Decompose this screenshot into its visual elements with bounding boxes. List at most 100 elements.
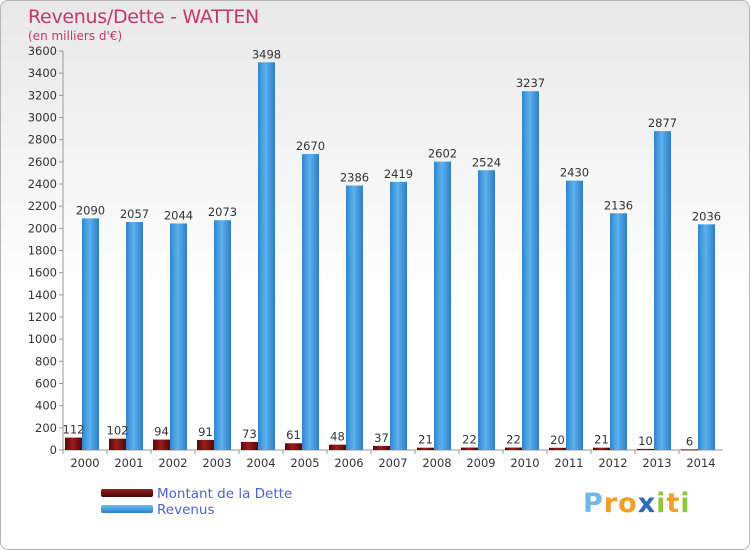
- logo-letter: o: [618, 488, 638, 519]
- logo-letter: x: [637, 488, 657, 519]
- data-label-debt: 102: [107, 424, 129, 438]
- y-tick-label: 800: [35, 354, 57, 368]
- bar-debt: [505, 447, 522, 450]
- bar-debt: [637, 448, 654, 450]
- y-tick-label: 0: [50, 443, 57, 457]
- data-label-debt: 48: [330, 430, 345, 444]
- data-label-debt: 73: [242, 427, 257, 441]
- data-label-debt: 22: [506, 433, 521, 447]
- legend-swatch-debt: [101, 489, 153, 497]
- y-tick-label: 3000: [28, 111, 57, 125]
- data-label-debt: 94: [154, 425, 169, 439]
- x-tick-label: 2008: [422, 456, 451, 470]
- data-label-debt: 21: [594, 433, 609, 447]
- chart-title: Revenus/Dette - WATTEN: [28, 6, 259, 28]
- data-label-debt: 112: [63, 423, 85, 437]
- logo-letter: i: [680, 488, 691, 519]
- y-tick-label: 3400: [28, 66, 57, 80]
- logo-letter: i: [656, 488, 667, 519]
- proxiti-logo: Proxiti: [583, 488, 691, 519]
- bar-debt: [197, 439, 214, 450]
- legend-label-debt: Montant de la Dette: [157, 486, 293, 502]
- x-tick-label: 2005: [290, 456, 319, 470]
- logo-letter: t: [666, 488, 681, 519]
- y-tick-label: 2000: [28, 221, 57, 235]
- chart-subtitle: (en milliers d'€): [28, 29, 123, 43]
- y-tick-label: 2200: [28, 199, 57, 213]
- bar-debt: [373, 445, 390, 450]
- y-tick-label: 2400: [28, 177, 57, 191]
- bar-revenus: [478, 170, 495, 451]
- data-label-debt: 10: [638, 434, 653, 448]
- data-label-revenus: 2524: [472, 155, 501, 169]
- data-label-revenus: 3498: [252, 47, 281, 61]
- y-tick-label: 600: [35, 377, 57, 391]
- x-tick-label: 2006: [334, 456, 363, 470]
- x-tick-label: 2007: [378, 456, 407, 470]
- y-tick-label: 3600: [28, 44, 57, 58]
- y-tick-label: 200: [35, 421, 57, 435]
- bar-revenus: [126, 222, 143, 450]
- bar-debt: [109, 438, 126, 450]
- data-label-revenus: 2136: [604, 198, 633, 212]
- y-tick-label: 2800: [28, 133, 57, 147]
- legend-label-revenus: Revenus: [157, 502, 215, 518]
- y-tick-label: 2600: [28, 155, 57, 169]
- y-axis: 0 200 400 600 800 1000 1200 1400 1600 1800 2000 220…: [28, 44, 64, 457]
- bar-revenus: [522, 91, 539, 451]
- data-label-revenus: 3237: [516, 76, 545, 90]
- data-label-revenus: 2386: [340, 171, 369, 185]
- y-tick-label: 1200: [28, 310, 57, 324]
- data-label-revenus: 2057: [120, 207, 149, 221]
- data-label-debt: 21: [418, 433, 433, 447]
- data-label-debt: 20: [550, 433, 565, 447]
- bar-revenus: [698, 224, 715, 450]
- data-label-revenus: 2073: [208, 205, 237, 219]
- bar-revenus: [302, 154, 319, 450]
- x-tick-label: 2001: [114, 456, 143, 470]
- bar-revenus: [566, 180, 583, 451]
- x-tick-label: 2004: [246, 456, 275, 470]
- bar-revenus: [170, 223, 187, 450]
- bar-debt: [461, 447, 478, 450]
- bar-revenus: [346, 185, 363, 450]
- logo-letter: P: [583, 488, 604, 519]
- data-label-revenus: 2419: [384, 167, 413, 181]
- bar-debt: [241, 441, 258, 450]
- data-label-debt: 61: [286, 428, 301, 442]
- logo-letter: r: [603, 488, 619, 519]
- bar-revenus: [610, 213, 627, 450]
- x-tick-label: 2011: [554, 456, 583, 470]
- y-tick-label: 1000: [28, 332, 57, 346]
- data-label-debt: 37: [374, 431, 389, 445]
- y-tick-label: 1800: [28, 244, 57, 258]
- data-label-revenus: 2602: [428, 147, 457, 161]
- bar-revenus: [258, 62, 275, 451]
- x-tick-label: 2002: [158, 456, 187, 470]
- bar-debt: [285, 443, 302, 450]
- legend-swatch-revenus: [101, 505, 153, 513]
- x-tick-label: 2012: [598, 456, 627, 470]
- y-tick-label: 400: [35, 399, 57, 413]
- data-label-revenus: 2430: [560, 166, 589, 180]
- x-axis: 2000 2001 2002 2003 2004 2005 2006 2007 2008 2009…: [62, 449, 723, 470]
- data-label-debt: 91: [198, 425, 213, 439]
- bar-debt: [549, 447, 566, 450]
- bar-debt: [681, 449, 698, 451]
- x-tick-label: 2009: [466, 456, 495, 470]
- x-tick-label: 2003: [202, 456, 231, 470]
- bar-revenus: [82, 218, 99, 450]
- bar-debt: [417, 447, 434, 450]
- bar-debt: [329, 444, 346, 450]
- y-tick-label: 1400: [28, 288, 57, 302]
- y-tick-label: 3200: [28, 88, 57, 102]
- data-label-revenus: 2036: [692, 209, 721, 223]
- x-tick-label: 2000: [70, 456, 99, 470]
- data-label-revenus: 2090: [76, 203, 105, 217]
- x-tick-label: 2013: [642, 456, 671, 470]
- data-label-revenus: 2670: [296, 139, 325, 153]
- y-tick-label: 1600: [28, 266, 57, 280]
- bar-revenus: [434, 161, 451, 450]
